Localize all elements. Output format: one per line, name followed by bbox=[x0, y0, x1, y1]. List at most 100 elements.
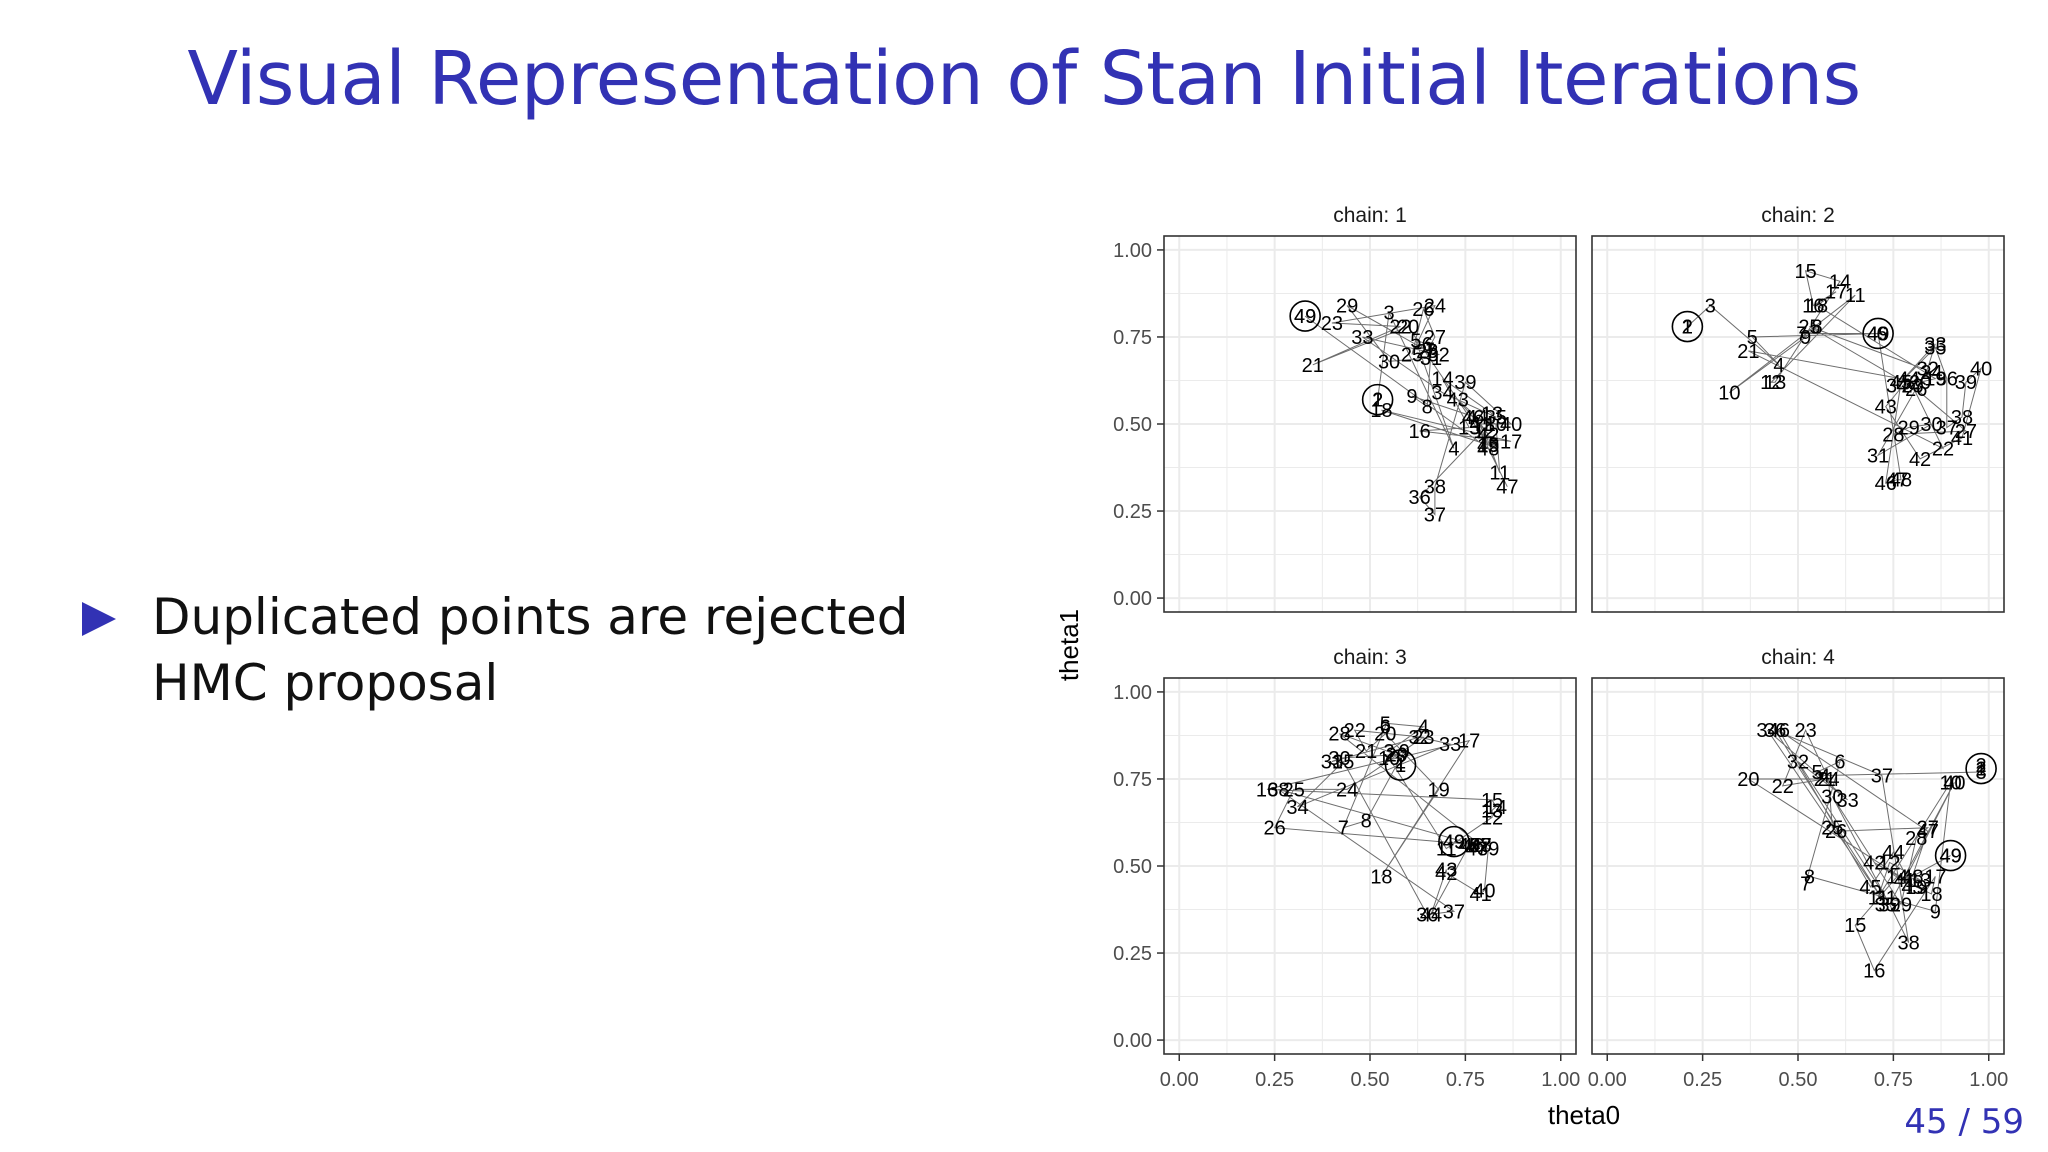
y-tick-label: 1.00 bbox=[1113, 682, 1152, 704]
page-number: 45 / 59 bbox=[1904, 1102, 2024, 1142]
iteration-label: 30 bbox=[1378, 351, 1400, 373]
iteration-label: 18 bbox=[1806, 296, 1828, 318]
iteration-label: 4 bbox=[1418, 717, 1429, 739]
iteration-label: 9 bbox=[1800, 327, 1811, 349]
x-tick-label: 1.00 bbox=[1541, 1069, 1580, 1091]
iteration-label: 23 bbox=[1901, 376, 1923, 398]
x-axis-title: theta0 bbox=[1548, 1100, 1620, 1130]
iteration-label: 10 bbox=[1939, 772, 1961, 794]
iteration-label: 2 bbox=[1682, 317, 1693, 339]
iteration-label: 43 bbox=[1447, 390, 1469, 412]
iteration-label: 47 bbox=[1886, 470, 1908, 492]
iteration-label: 21 bbox=[1737, 341, 1759, 363]
iteration-label: 21 bbox=[1814, 769, 1836, 791]
iteration-label: 14 bbox=[1485, 797, 1507, 819]
iteration-label: 49 bbox=[1294, 306, 1316, 328]
iteration-label: 8 bbox=[1422, 397, 1433, 419]
iteration-label: 28 bbox=[1882, 424, 1904, 446]
y-tick-label: 1.00 bbox=[1113, 240, 1152, 262]
iteration-label: 33 bbox=[1351, 327, 1373, 349]
y-tick-label: 0.25 bbox=[1113, 501, 1152, 523]
iteration-label: 32 bbox=[1917, 358, 1939, 380]
iteration-label: 41 bbox=[1894, 870, 1916, 892]
iteration-label: 39 bbox=[1477, 839, 1499, 861]
duplicate-marker-circle bbox=[1361, 383, 1394, 416]
iteration-label: 21 bbox=[1355, 741, 1377, 763]
duplicate-marker-label: 49 bbox=[1443, 832, 1465, 854]
iteration-label: 8 bbox=[1812, 317, 1823, 339]
iteration-label: 20 bbox=[1909, 372, 1931, 394]
iteration-label: 22 bbox=[1344, 720, 1366, 742]
iteration-label: 18 bbox=[1370, 866, 1392, 888]
iteration-label: 19 bbox=[1477, 435, 1499, 457]
duplicate-marker-circle bbox=[1384, 749, 1417, 781]
iteration-label: 46 bbox=[1768, 720, 1790, 742]
iteration-label: 35 bbox=[1332, 752, 1354, 774]
duplicate-marker-label: 1 bbox=[1395, 755, 1406, 777]
iteration-label: 3 bbox=[1384, 741, 1395, 763]
iteration-label: 4 bbox=[1773, 355, 1784, 377]
iteration-label: 33 bbox=[1924, 334, 1946, 356]
iteration-label: 5 bbox=[1812, 762, 1823, 784]
iteration-label: 44 bbox=[1898, 369, 1920, 391]
iteration-label: 22 bbox=[1932, 438, 1954, 460]
iteration-label: 30 bbox=[1821, 786, 1843, 808]
iteration-label: 38 bbox=[1267, 779, 1289, 801]
duplicate-marker-label: 2 bbox=[1976, 759, 1987, 781]
slide-title: Visual Representation of Stan Initial It… bbox=[187, 36, 1861, 122]
iteration-label: 41 bbox=[1470, 884, 1492, 906]
iteration-label: 17 bbox=[1825, 282, 1847, 304]
iteration-label: 36 bbox=[1764, 720, 1786, 742]
iteration-label: 5 bbox=[1747, 327, 1758, 349]
iteration-label: 12 bbox=[1878, 853, 1900, 875]
iteration-label: 24 bbox=[1817, 769, 1839, 791]
iteration-label: 3 bbox=[1705, 296, 1716, 318]
x-tick-label: 0.25 bbox=[1255, 1069, 1294, 1091]
iteration-label: 15 bbox=[1481, 790, 1503, 812]
iteration-label: 31 bbox=[1420, 348, 1442, 370]
iteration-label: 26 bbox=[1264, 818, 1286, 840]
iteration-label: 3 bbox=[1976, 762, 1987, 784]
iteration-label: 41 bbox=[1951, 428, 1973, 450]
iteration-label: 9 bbox=[1930, 901, 1941, 923]
panel-border bbox=[1591, 235, 2005, 613]
iteration-label: 37 bbox=[1871, 765, 1893, 787]
iteration-label: 28 bbox=[1905, 828, 1927, 850]
iteration-label: 14 bbox=[1886, 866, 1908, 888]
iteration-label: 27 bbox=[1470, 835, 1492, 857]
iteration-label: 13 bbox=[1909, 870, 1931, 892]
iteration-label: 16 bbox=[1256, 779, 1278, 801]
iteration-label: 46 bbox=[1462, 835, 1484, 857]
iteration-label: 24 bbox=[1424, 296, 1446, 318]
iteration-label: 25 bbox=[1798, 317, 1820, 339]
duplicate-marker-circle bbox=[1965, 752, 1997, 785]
iteration-label: 38 bbox=[1951, 407, 1973, 429]
iteration-label: 2 bbox=[1395, 752, 1406, 774]
iteration-label: 6 bbox=[1380, 717, 1391, 739]
iteration-label: 47 bbox=[1917, 821, 1939, 843]
iteration-label: 42 bbox=[1863, 853, 1885, 875]
iteration-label: 19 bbox=[1428, 779, 1450, 801]
iteration-label: 19 bbox=[1905, 877, 1927, 899]
iteration-label: 31 bbox=[1867, 445, 1889, 467]
facet-strip-label: chain: 1 bbox=[1333, 204, 1407, 227]
iteration-label: 12 bbox=[1481, 807, 1503, 829]
iteration-label: 40 bbox=[1500, 414, 1522, 436]
iteration-label: 16 bbox=[1802, 296, 1824, 318]
chain-path bbox=[1746, 728, 1982, 972]
y-tick-label: 0.75 bbox=[1113, 769, 1152, 791]
iteration-label: 42 bbox=[1477, 424, 1499, 446]
y-tick-label: 0.50 bbox=[1113, 414, 1152, 436]
duplicate-marker-circle bbox=[1862, 317, 1894, 350]
iteration-label: 43 bbox=[1901, 877, 1923, 899]
iteration-label: 36 bbox=[1936, 369, 1958, 391]
iteration-label: 26 bbox=[1905, 379, 1927, 401]
duplicate-marker-label: 49 bbox=[1939, 846, 1961, 868]
iteration-label: 44 bbox=[1882, 842, 1904, 864]
iteration-label: 35 bbox=[1875, 894, 1897, 916]
iteration-label: 6 bbox=[1834, 752, 1845, 774]
iteration-label: 27 bbox=[1917, 818, 1939, 840]
chain-path bbox=[1304, 304, 1513, 516]
iteration-label: 9 bbox=[1399, 741, 1410, 763]
iteration-label: 11 bbox=[1868, 887, 1889, 909]
